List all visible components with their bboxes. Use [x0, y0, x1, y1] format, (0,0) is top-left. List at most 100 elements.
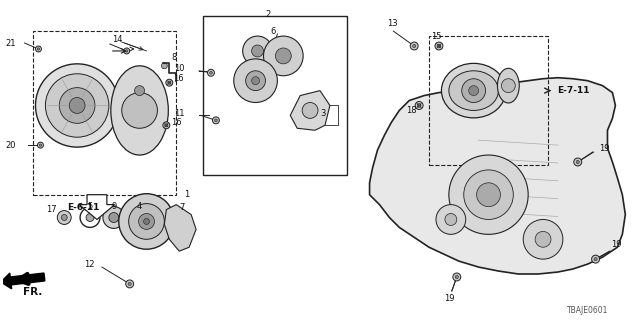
Circle shape: [302, 102, 318, 118]
Text: 15: 15: [431, 32, 441, 41]
Circle shape: [214, 119, 218, 122]
Text: 20: 20: [6, 140, 16, 150]
Circle shape: [415, 101, 423, 109]
Circle shape: [501, 79, 515, 92]
Circle shape: [35, 64, 119, 147]
Circle shape: [234, 59, 277, 102]
Circle shape: [464, 170, 513, 220]
Text: 21: 21: [6, 38, 16, 48]
Circle shape: [164, 124, 168, 127]
Circle shape: [103, 207, 125, 228]
Text: 1: 1: [184, 190, 189, 199]
Circle shape: [212, 117, 220, 124]
Circle shape: [39, 144, 42, 146]
Circle shape: [410, 42, 418, 50]
Circle shape: [124, 48, 130, 54]
Text: 10: 10: [173, 64, 184, 73]
Circle shape: [477, 183, 500, 207]
Text: 7: 7: [179, 203, 184, 212]
Text: 4: 4: [137, 202, 142, 211]
Text: 13: 13: [387, 19, 398, 28]
Ellipse shape: [111, 66, 168, 155]
Circle shape: [37, 48, 40, 50]
Bar: [429, 36, 548, 165]
Circle shape: [209, 71, 212, 74]
Circle shape: [122, 92, 157, 128]
Text: 5: 5: [88, 202, 93, 211]
Circle shape: [417, 104, 421, 107]
Circle shape: [109, 212, 119, 222]
Circle shape: [125, 50, 128, 52]
Bar: [33, 31, 176, 195]
Polygon shape: [79, 195, 115, 220]
Text: 9: 9: [111, 202, 116, 211]
Polygon shape: [369, 78, 625, 274]
Circle shape: [129, 204, 164, 239]
Circle shape: [591, 255, 600, 263]
Text: 2: 2: [266, 10, 271, 19]
Circle shape: [264, 36, 303, 76]
Circle shape: [574, 158, 582, 166]
Text: 16: 16: [172, 118, 182, 127]
Ellipse shape: [449, 71, 499, 110]
Circle shape: [436, 204, 466, 234]
Circle shape: [437, 44, 441, 48]
Circle shape: [35, 46, 42, 52]
Text: 19: 19: [444, 294, 454, 303]
Text: E-6-11: E-6-11: [67, 203, 100, 212]
Circle shape: [455, 276, 458, 279]
Circle shape: [86, 213, 94, 221]
Circle shape: [61, 214, 67, 220]
Text: 8: 8: [172, 53, 177, 62]
Circle shape: [252, 77, 260, 85]
Circle shape: [58, 211, 71, 224]
Circle shape: [576, 160, 579, 164]
Text: 16: 16: [173, 74, 184, 83]
Bar: [203, 16, 347, 175]
Circle shape: [453, 273, 461, 281]
Text: 6: 6: [271, 27, 276, 36]
Circle shape: [38, 142, 44, 148]
Circle shape: [69, 98, 85, 113]
Circle shape: [128, 282, 131, 285]
Circle shape: [246, 71, 266, 91]
Circle shape: [163, 122, 170, 129]
Circle shape: [139, 213, 154, 229]
Bar: [316, 106, 338, 125]
Circle shape: [207, 69, 214, 76]
Circle shape: [168, 81, 171, 84]
Circle shape: [119, 194, 174, 249]
Polygon shape: [164, 204, 196, 251]
Text: 19: 19: [600, 144, 610, 153]
Polygon shape: [291, 91, 330, 130]
Text: 14: 14: [112, 35, 122, 44]
Ellipse shape: [442, 63, 506, 118]
Text: E-7-11: E-7-11: [557, 86, 589, 95]
Circle shape: [275, 48, 291, 64]
Text: 17: 17: [45, 205, 56, 214]
Circle shape: [594, 258, 597, 261]
Circle shape: [125, 280, 134, 288]
FancyArrow shape: [1, 273, 45, 289]
Text: 19: 19: [611, 240, 622, 249]
Circle shape: [435, 42, 443, 50]
Circle shape: [161, 63, 167, 69]
Circle shape: [45, 74, 109, 137]
Circle shape: [252, 45, 264, 57]
Circle shape: [468, 86, 479, 96]
Circle shape: [143, 219, 150, 224]
Text: FR.: FR.: [23, 287, 42, 297]
Circle shape: [243, 36, 273, 66]
Circle shape: [60, 88, 95, 123]
Text: 12: 12: [84, 260, 95, 268]
Circle shape: [166, 79, 173, 86]
Text: 11: 11: [173, 109, 184, 118]
Circle shape: [461, 79, 486, 102]
Circle shape: [413, 44, 416, 48]
Text: TBAJE0601: TBAJE0601: [567, 306, 609, 315]
Text: 3: 3: [320, 109, 325, 118]
Circle shape: [535, 231, 551, 247]
Circle shape: [524, 220, 563, 259]
Circle shape: [445, 213, 457, 225]
Circle shape: [449, 155, 528, 234]
